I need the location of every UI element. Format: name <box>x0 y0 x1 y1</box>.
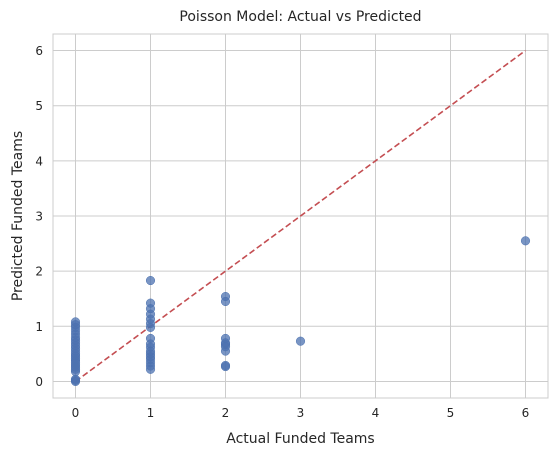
data-point <box>220 360 231 371</box>
y-tick-label: 2 <box>35 265 43 279</box>
data-point <box>220 291 231 302</box>
data-point <box>70 374 81 384</box>
data-point <box>295 336 306 346</box>
y-axis-label: Predicted Funded Teams <box>10 131 26 301</box>
data-point <box>145 333 156 343</box>
chart-title: Poisson Model: Actual vs Predicted <box>179 9 421 25</box>
x-tick-label: 3 <box>297 406 305 420</box>
x-tick-label: 4 <box>372 406 380 420</box>
x-tick-label: 0 <box>72 406 80 420</box>
y-tick-label: 6 <box>35 44 43 58</box>
data-points <box>70 236 531 387</box>
data-point <box>145 275 156 286</box>
data-point <box>220 333 231 343</box>
y-tick-label: 0 <box>35 375 43 389</box>
x-tick-label: 1 <box>147 406 155 420</box>
x-tick-label: 5 <box>447 406 455 420</box>
x-tick-labels: 0 1 2 3 4 5 6 <box>72 406 530 420</box>
data-point <box>520 236 531 246</box>
y-tick-label: 1 <box>35 320 43 334</box>
data-point <box>70 317 81 327</box>
y-tick-label: 3 <box>35 210 43 224</box>
data-point <box>145 298 156 308</box>
y-tick-label: 4 <box>35 154 43 168</box>
y-tick-labels: 0 1 2 3 4 5 6 <box>35 44 43 389</box>
x-axis-label: Actual Funded Teams <box>226 431 374 447</box>
x-tick-label: 2 <box>222 406 230 420</box>
y-tick-label: 5 <box>35 99 43 113</box>
x-tick-label: 6 <box>522 406 530 420</box>
